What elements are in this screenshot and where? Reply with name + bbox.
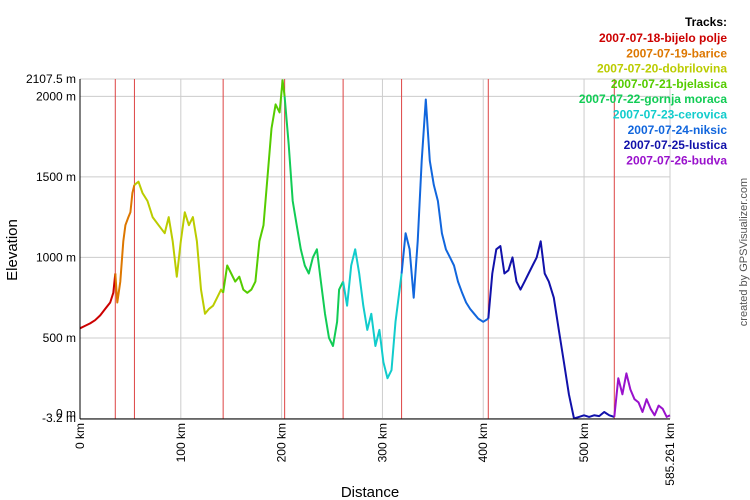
y-tick-label: 2107.5 m (26, 72, 76, 86)
series-line (133, 180, 224, 315)
series-line (342, 248, 403, 380)
x-axis-title: Distance (341, 484, 399, 500)
credit-text: created by GPSVisualizer.com (738, 178, 750, 326)
y-tick-label: 0 m (56, 406, 76, 420)
x-tick-label: 585.261 km (663, 423, 677, 486)
legend-item: 2007-07-26-budva (626, 153, 727, 167)
legend-item: 2007-07-19-barice (626, 46, 727, 60)
legend: 2007-07-18-bijelo polje2007-07-19-barice… (579, 31, 727, 167)
x-tick-labels: 0 km 100 km 200 km 300 km 400 km 500 km 585.26… (73, 423, 677, 486)
legend-title: Tracks: (685, 15, 727, 29)
y-axis-title: Elevation (4, 219, 21, 281)
y-tick-label: -3.2 m (42, 411, 76, 425)
series-line (487, 240, 615, 420)
y-tick-label: 500 m (43, 331, 76, 345)
series-line (222, 79, 286, 294)
legend-item: 2007-07-21-bjelasica (611, 77, 727, 91)
legend-item: 2007-07-22-gornja moraca (579, 92, 727, 106)
series-line (400, 98, 489, 323)
x-tick-label: 200 km (275, 423, 289, 462)
x-tick-label: 0 km (73, 423, 87, 449)
y-tick-label: 1000 m (36, 250, 76, 264)
x-tick-label: 300 km (375, 423, 389, 462)
axes (79, 79, 670, 420)
legend-item: 2007-07-24-niksic (628, 123, 728, 137)
y-tick-label: 1500 m (36, 170, 76, 184)
x-tick-label: 400 km (476, 423, 490, 462)
legend-item: 2007-07-23-cerovica (613, 108, 727, 122)
y-tick-label: 2000 m (36, 89, 76, 103)
series-line (114, 184, 136, 304)
series-line (613, 372, 671, 418)
track-boundaries (114, 79, 615, 419)
legend-item: 2007-07-20-dobrilovina (597, 62, 727, 76)
x-tick-label: 500 km (577, 423, 591, 462)
y-tick-labels: -3.2 m0 m 500 m 1000 m 1500 m 2000 m 2107.5 m (26, 72, 76, 425)
series-line (79, 273, 117, 330)
legend-item: 2007-07-25-lustica (624, 138, 728, 152)
series-layer (79, 79, 671, 420)
grid (79, 78, 671, 420)
x-tick-label: 100 km (174, 423, 188, 462)
legend-item: 2007-07-18-bijelo polje (599, 31, 727, 45)
series-line (283, 96, 344, 347)
